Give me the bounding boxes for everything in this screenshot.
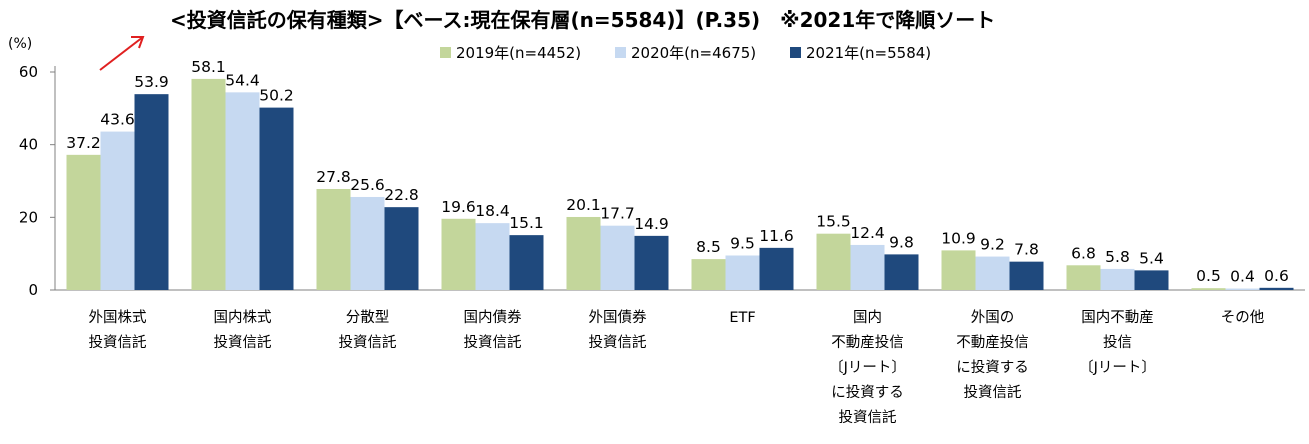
bar: [509, 235, 544, 290]
bar: [100, 131, 135, 290]
data-label: 15.5: [816, 213, 851, 231]
category-label: 国内不動産投信〔Jリート〕に投資する投資信託: [829, 309, 906, 426]
bar: [884, 254, 919, 290]
data-label: 0.4: [1230, 268, 1255, 286]
data-label: 27.8: [316, 168, 351, 186]
data-label: 18.4: [475, 202, 510, 220]
data-label: 25.6: [350, 176, 385, 194]
bar: [1225, 288, 1260, 290]
bar: [316, 188, 351, 290]
bar: [225, 92, 260, 290]
legend-item: 2020年(n=4675): [615, 44, 756, 62]
data-label: 0.5: [1196, 267, 1221, 285]
data-label: 5.8: [1105, 248, 1130, 266]
bar: [191, 78, 226, 290]
data-label: 7.8: [1014, 241, 1039, 259]
bars-layer: [66, 78, 1294, 291]
data-label: 53.9: [134, 73, 169, 91]
category-labels-layer: 外国株式投資信託 国内株式投資信託 分散型投資信託 国内債券投資信託 外国債券投資信託 E…: [89, 309, 1265, 426]
legend-item: 2019年(n=4452): [440, 44, 581, 62]
legend-label: 2021年(n=5584): [806, 44, 931, 62]
category-label: 外国株式投資信託: [89, 309, 147, 351]
category-label: 国内株式投資信託: [214, 309, 272, 351]
bar: [441, 218, 476, 290]
y-tick-label: 60: [19, 63, 38, 81]
legend-label: 2020年(n=4675): [631, 44, 756, 62]
chart-title: <投資信託の保有種類>【ベース:現在保有層(n=5584)】(P.35) ※20…: [170, 8, 995, 32]
category-label: 国内債券投資信託: [464, 309, 522, 351]
y-axis-unit: (%): [8, 36, 32, 52]
legend-item: 2021年(n=5584): [790, 44, 931, 62]
bar: [384, 207, 419, 290]
bar: [634, 235, 669, 290]
data-label: 9.5: [730, 234, 755, 252]
category-label: その他: [1221, 309, 1265, 326]
y-tick-label: 40: [19, 136, 38, 154]
bar: [975, 256, 1010, 290]
annotation-arrow: [99, 36, 145, 71]
data-label: 10.9: [941, 229, 976, 247]
bar: [1100, 268, 1135, 290]
bar: [725, 255, 760, 290]
category-label: ETF: [729, 310, 755, 326]
bar: [1191, 288, 1226, 290]
bar: [850, 244, 885, 290]
legend: 2019年(n=4452) 2020年(n=4675) 2021年(n=5584): [440, 44, 931, 62]
data-label: 20.1: [566, 196, 601, 214]
data-label: 12.4: [850, 224, 885, 242]
bar: [350, 196, 385, 290]
bar: [134, 94, 169, 290]
legend-swatch: [615, 47, 626, 58]
bar: [1009, 261, 1044, 290]
data-label: 9.8: [889, 233, 914, 251]
bar: [691, 259, 726, 290]
bar: [816, 233, 851, 290]
bar: [259, 107, 294, 291]
data-label: 5.4: [1139, 249, 1164, 267]
data-label: 19.6: [441, 198, 476, 216]
data-label: 50.2: [259, 87, 294, 105]
data-label: 15.1: [509, 214, 544, 232]
category-label: 外国の不動産投信に投資する投資信託: [956, 309, 1029, 401]
bar: [1134, 270, 1169, 290]
bar: [600, 225, 635, 290]
bar: [66, 154, 101, 290]
y-tick-label: 0: [28, 281, 38, 299]
bar: [475, 223, 510, 290]
legend-label: 2019年(n=4452): [456, 44, 581, 62]
data-labels-layer: 37.2 43.6 53.9 58.154.450.2 27.8 25.622.8 19.6…: [66, 58, 1289, 286]
data-label: 58.1: [191, 58, 226, 76]
data-label: 6.8: [1071, 244, 1096, 262]
data-label: 9.2: [980, 236, 1005, 254]
category-label: 分散型投資信託: [339, 309, 397, 351]
data-label: 54.4: [225, 71, 260, 89]
data-label: 17.7: [600, 205, 635, 223]
data-label: 14.9: [634, 215, 669, 233]
legend-swatch: [790, 47, 801, 58]
data-label: 0.6: [1264, 267, 1289, 285]
data-label: 37.2: [66, 134, 101, 152]
data-label: 8.5: [696, 238, 721, 256]
data-label: 43.6: [100, 111, 135, 129]
bar: [1066, 265, 1101, 290]
data-label: 11.6: [759, 227, 794, 245]
y-tick-label: 20: [19, 208, 38, 226]
category-label: 外国債券投資信託: [589, 309, 647, 351]
bar: [1259, 287, 1294, 290]
category-label: 国内不動産投信〔Jリート〕: [1079, 309, 1156, 376]
data-label: 22.8: [384, 186, 419, 204]
bar: [759, 247, 794, 290]
legend-swatch: [440, 47, 451, 58]
bar: [941, 250, 976, 290]
bar: [566, 216, 601, 290]
